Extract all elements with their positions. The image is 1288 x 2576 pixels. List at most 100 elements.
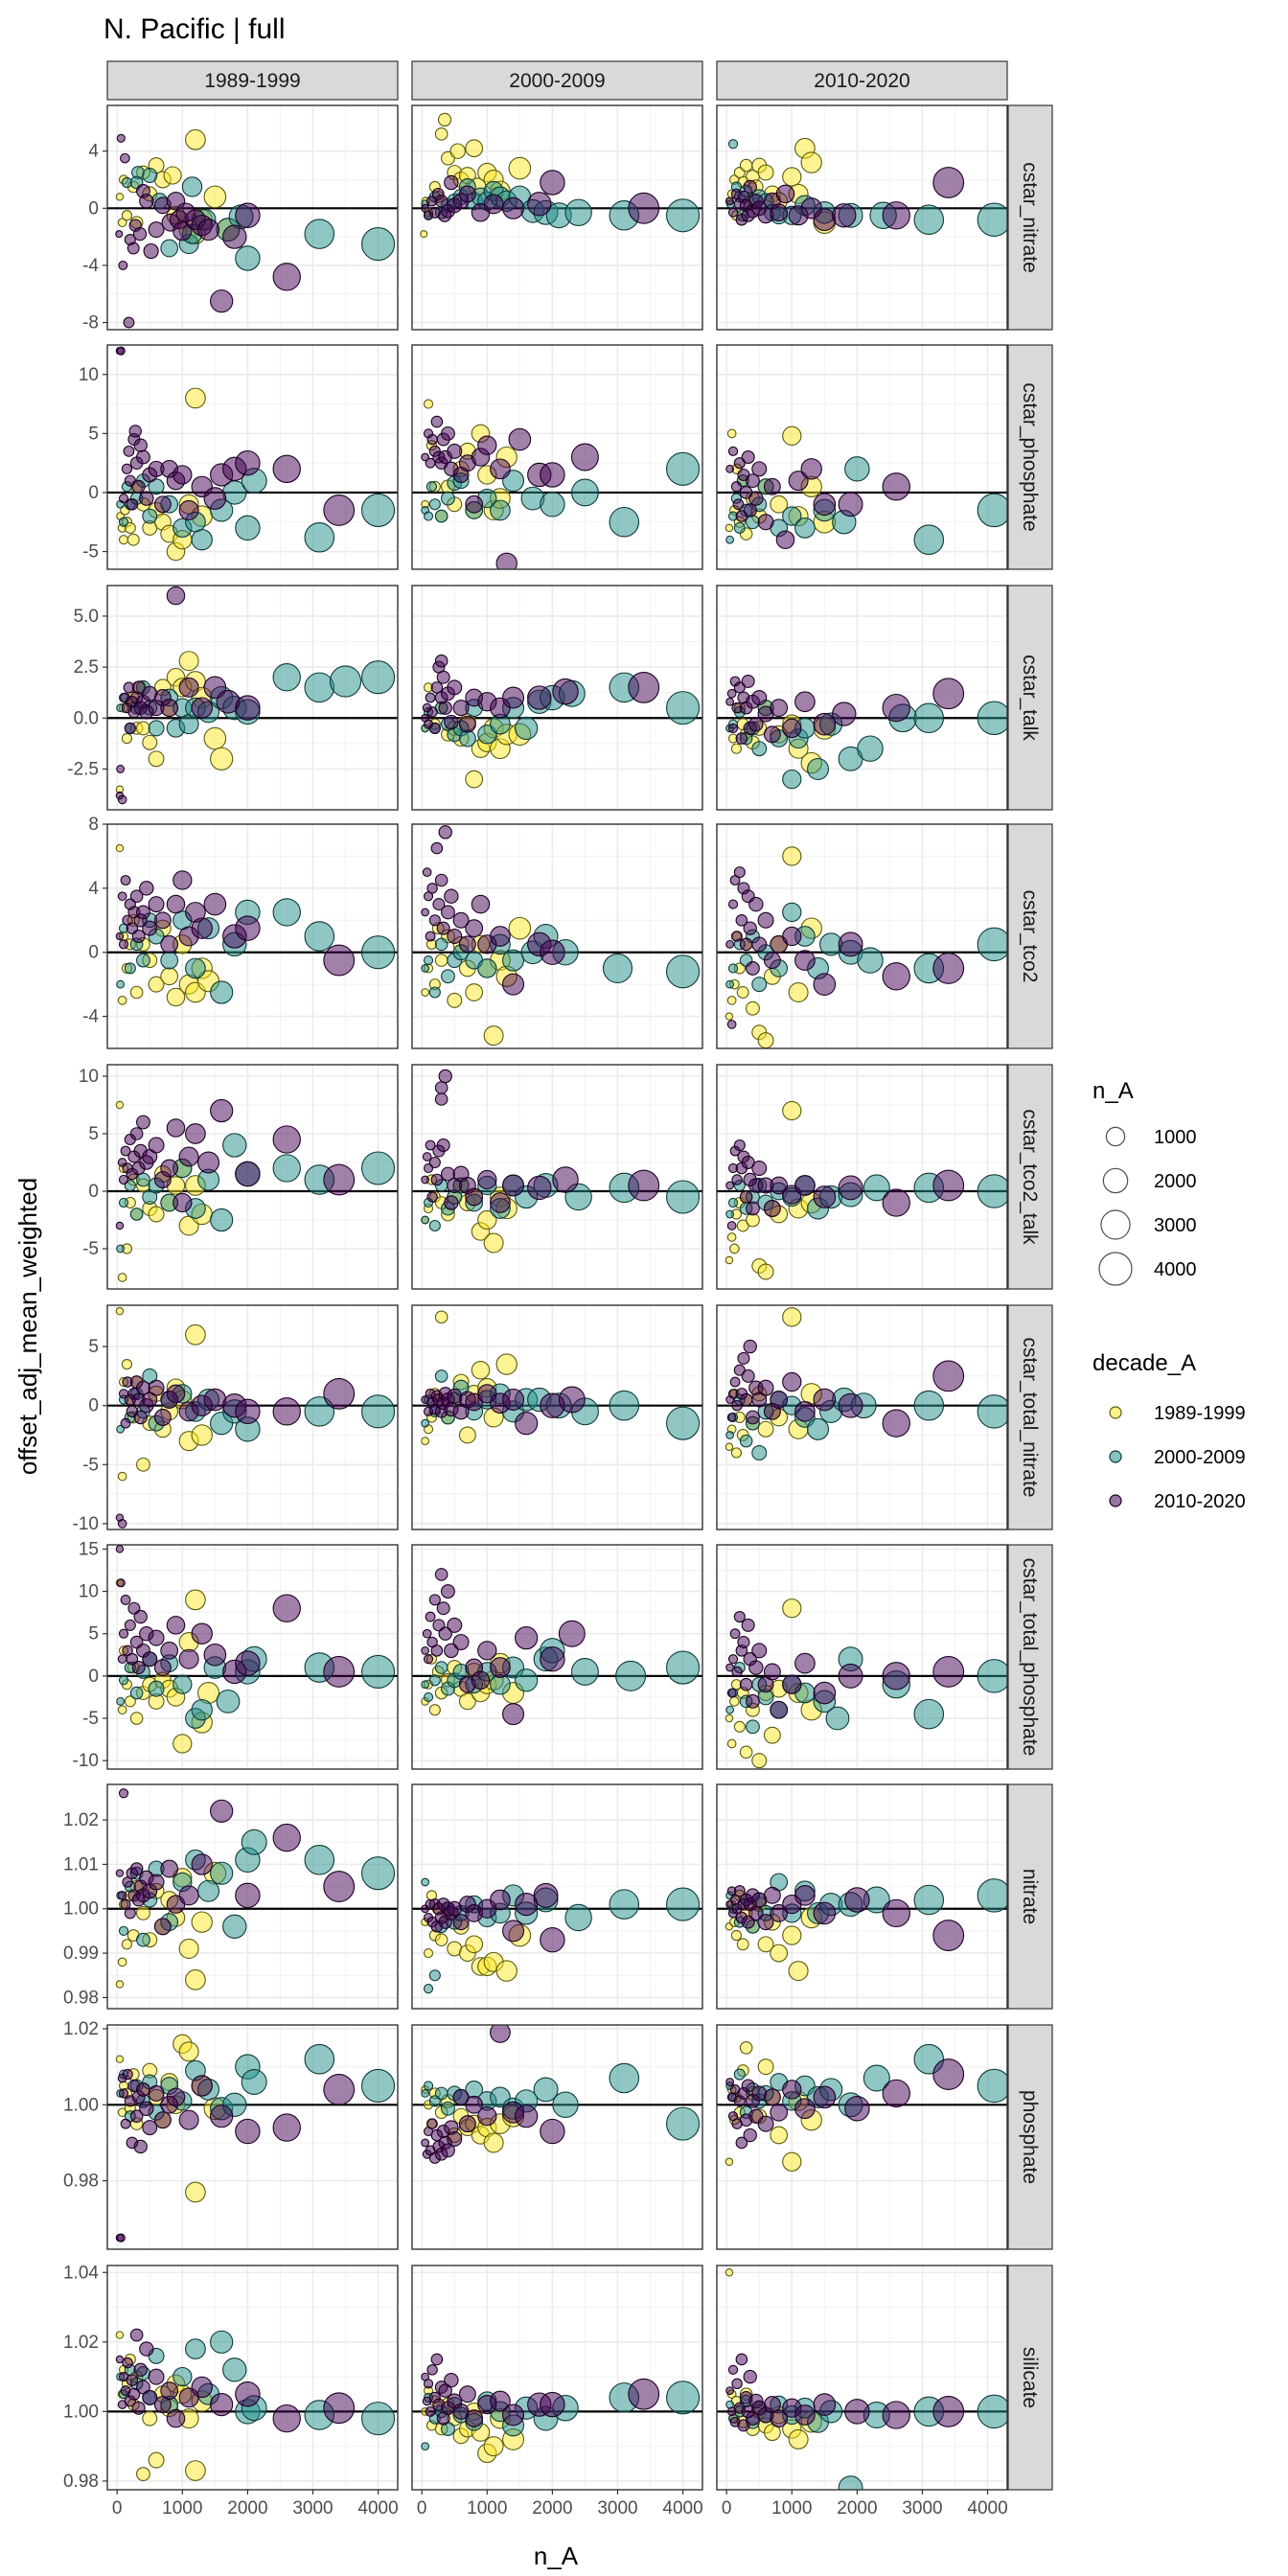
panel-points [115,2034,396,2242]
panel-border [716,344,1008,570]
facet-panel [411,1304,703,1530]
data-point [203,487,227,510]
data-point [430,1173,444,1186]
data-point [725,979,735,989]
data-point [185,957,206,979]
data-point [757,1936,774,1953]
data-point [129,1712,144,1725]
facet-panel [106,585,399,811]
row-strip-label: cstar_total_nitrate [1019,1338,1041,1498]
data-point [729,1696,740,1707]
data-point [746,1719,760,1735]
data-point [136,905,150,920]
data-point [323,944,356,977]
x-tick-label: 1000 [162,2498,202,2518]
data-point [323,1871,356,1902]
data-point [739,1745,753,1760]
facet-panel [716,2265,1008,2491]
data-point [609,1889,640,1920]
data-point [751,690,768,705]
color-legend-label: 2010-2020 [1154,1491,1246,1512]
data-point [142,1651,158,1668]
row-strip-label: nitrate [1019,1869,1041,1924]
data-point [131,479,146,494]
data-point [129,2109,144,2123]
data-point [423,511,434,521]
data-point [241,1828,267,1855]
data-point [913,1698,945,1730]
size-legend-key [1098,1252,1133,1286]
row-strip-label: cstar_talk [1019,655,1041,741]
data-point [515,1668,539,1692]
data-point [800,151,822,173]
data-point [746,960,760,976]
data-point [160,951,179,970]
y-tick-label: 4 [88,142,99,162]
data-point [115,1221,125,1230]
data-point [434,1081,448,1094]
data-point [148,720,165,737]
data-point [666,1650,701,1685]
data-point [727,963,739,974]
row-strip [1007,1304,1053,1530]
data-point [117,1273,127,1282]
data-point [426,1191,438,1203]
data-point [447,443,463,459]
data-point [727,1654,739,1665]
y-tick-label: 0 [88,198,99,218]
row-strip [1007,2265,1053,2491]
data-point [739,937,753,952]
data-point [131,929,146,944]
column-strip [106,60,399,101]
size-legend-key [1105,1126,1126,1147]
data-point [118,939,129,950]
data-point [428,1674,441,1687]
data-point [178,1146,199,1167]
data-point [882,1188,910,1217]
panel-points [724,1598,1007,1769]
data-point [422,867,432,877]
data-point [428,986,441,999]
data-point [743,503,757,518]
data-point [304,218,335,249]
data-point [564,1903,592,1932]
data-point [913,1884,945,1916]
data-point [729,1376,741,1388]
panel-background [717,1065,1007,1289]
data-point [782,902,802,923]
data-point [739,1677,753,1691]
data-point [807,757,830,780]
y-tick-label: -10 [73,1751,99,1771]
data-point [782,846,802,866]
data-point [434,873,448,887]
data-point [444,2373,459,2388]
data-point [136,1457,150,1472]
panel-border [106,1304,399,1530]
facet-panel [411,585,703,811]
data-point [838,2475,863,2490]
row-strip-label: cstar_tco2_talk [1019,1109,1041,1245]
data-point [118,517,129,527]
data-point [731,931,743,942]
data-point [770,203,789,222]
data-point [666,451,701,486]
data-point [148,750,165,768]
data-point [977,2394,1007,2429]
data-point [235,2118,261,2145]
y-tick-label: -5 [82,542,99,563]
data-point [437,112,452,127]
facet-panel [411,104,703,331]
data-point [838,1175,863,1201]
data-point [323,1656,356,1688]
data-point [235,515,261,541]
y-tick-label: 8 [88,815,99,835]
data-point [235,1882,261,1909]
data-point [124,962,136,975]
data-point [913,1390,945,1421]
data-point [203,726,227,750]
data-point [730,1447,743,1459]
data-point [117,794,127,805]
data-point [428,1704,441,1716]
data-point [977,701,1007,736]
